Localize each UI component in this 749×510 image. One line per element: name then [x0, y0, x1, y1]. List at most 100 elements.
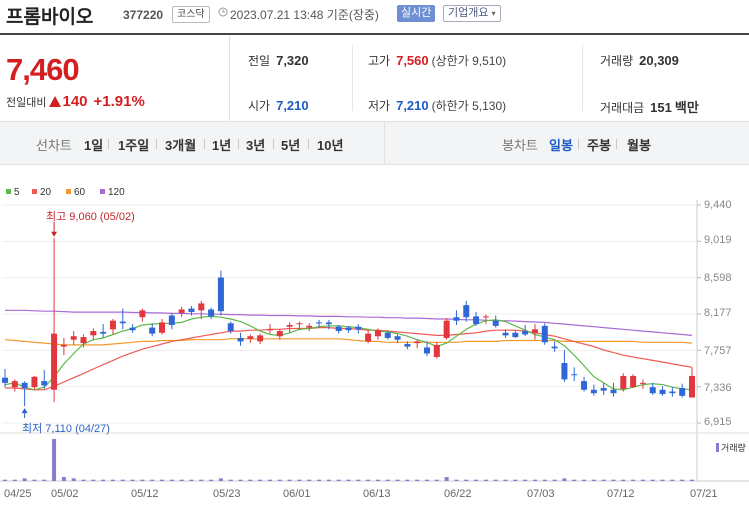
legend-swatch	[100, 189, 105, 194]
tab-candle-chart[interactable]: 봉차트	[502, 138, 538, 153]
volume-bar	[248, 479, 253, 481]
tab-3y[interactable]: 3년	[246, 138, 266, 153]
volume-bar	[52, 439, 57, 481]
tab-line-chart[interactable]: 선차트	[36, 138, 72, 153]
lower-limit: (하한가 5,130)	[431, 99, 507, 113]
stat-label: 시가	[248, 99, 271, 113]
volume-bar	[209, 479, 214, 481]
candle-body	[80, 337, 87, 344]
volume-bar	[346, 479, 351, 481]
volume-bar	[670, 479, 675, 481]
x-tick: 06/22	[444, 488, 472, 500]
legend-label: 120	[108, 187, 125, 198]
x-tick: 07/21	[690, 488, 718, 500]
current-price: 7,460	[6, 52, 80, 87]
ma5-line	[4, 315, 693, 391]
volume-bar	[542, 479, 547, 481]
candle-body	[139, 310, 146, 318]
candle-body	[208, 309, 215, 317]
volume-bar	[317, 479, 322, 481]
stats-divider	[582, 45, 583, 111]
price-summary: 7,460 전일대비 140 +1.91%	[0, 35, 229, 121]
volume-bar	[690, 479, 694, 481]
volume-bar	[22, 478, 27, 481]
candle-body	[541, 325, 548, 343]
candle-body	[561, 362, 568, 380]
candle-body	[217, 277, 224, 312]
candle-body	[70, 336, 77, 340]
tab-1y[interactable]: 1년	[212, 138, 232, 153]
tab-monthly[interactable]: 월봉	[627, 138, 651, 153]
y-tick: 7,336	[704, 382, 732, 394]
volume-bar	[42, 479, 47, 481]
chevron-down-icon: ▾	[491, 9, 496, 18]
candle-body	[600, 388, 607, 391]
tab-divider	[204, 139, 205, 149]
candle-body	[109, 320, 116, 330]
candle-body	[198, 303, 205, 311]
stat-unit: 백만	[674, 100, 699, 115]
volume-bar	[258, 479, 263, 481]
quote-stats	[229, 35, 749, 121]
candle-body	[620, 375, 627, 389]
volume-bar	[454, 479, 459, 481]
stat-label: 거래대금	[600, 101, 645, 115]
x-tick: 05/23	[213, 488, 241, 500]
legend-label: 5	[14, 187, 20, 198]
x-tick: 06/13	[363, 488, 391, 500]
y-tick: 7,757	[704, 345, 732, 357]
candle-body	[51, 333, 58, 390]
candle-body	[374, 330, 381, 337]
volume-bar	[160, 479, 165, 481]
candle-body	[590, 389, 597, 394]
volume-bar	[395, 479, 400, 481]
stat-label: 고가	[368, 54, 391, 68]
candle-body	[60, 344, 67, 347]
tab-3m[interactable]: 3개월	[165, 138, 197, 153]
tab-1d[interactable]: 1일	[84, 138, 104, 153]
volume-bar	[267, 479, 272, 481]
volume-bar	[375, 479, 380, 481]
tab-5y[interactable]: 5년	[281, 138, 301, 153]
tab-10y[interactable]: 10년	[317, 138, 344, 153]
volume-bar	[562, 478, 567, 481]
candle-body	[345, 327, 352, 331]
candle-body	[90, 331, 97, 336]
volume-bar	[101, 479, 106, 481]
volume-bar	[150, 479, 155, 481]
legend-swatch	[66, 189, 71, 194]
up-arrow-icon	[49, 96, 62, 107]
volume-bar	[523, 479, 528, 481]
volume-bar	[425, 479, 430, 481]
tab-1w[interactable]: 1주일	[118, 138, 150, 153]
stat-low: 저가 7,210 (하한가 5,130)	[368, 97, 506, 114]
stat-amount: 거래대금 151 백만	[600, 97, 699, 116]
candle-body	[659, 389, 666, 395]
tab-group-divider	[384, 122, 385, 164]
candle-body	[306, 325, 313, 328]
legend-ma120: 120	[100, 187, 125, 198]
volume-bar	[277, 479, 282, 481]
y-tick: 9,440	[704, 199, 732, 211]
candle-body	[433, 344, 440, 357]
stats-divider	[352, 45, 353, 111]
volume-bar	[287, 479, 292, 481]
candle-body	[414, 341, 421, 344]
candle-body	[394, 336, 401, 340]
stat-value: 7,210	[396, 98, 429, 113]
volume-bar	[464, 479, 469, 481]
tab-daily[interactable]: 일봉	[549, 138, 573, 153]
candle-body	[473, 316, 480, 325]
volume-bar	[110, 479, 115, 481]
candle-body	[610, 389, 617, 394]
tab-weekly[interactable]: 주봉	[587, 138, 611, 153]
asof-time: 2023.07.21 13:48 기준(장중)	[230, 8, 379, 22]
stock-header: 프롬바이오 377220 코스닥 2023.07.21 13:48 기준(장중)…	[0, 0, 749, 30]
company-overview-label: 기업개요	[448, 7, 489, 19]
volume-bar	[601, 479, 606, 481]
company-overview-dropdown[interactable]: 기업개요 ▾	[443, 5, 501, 22]
candle-body	[512, 332, 519, 338]
volume-bar	[130, 479, 135, 481]
realtime-button[interactable]: 실시간	[397, 5, 436, 22]
volume-bar	[238, 479, 243, 481]
